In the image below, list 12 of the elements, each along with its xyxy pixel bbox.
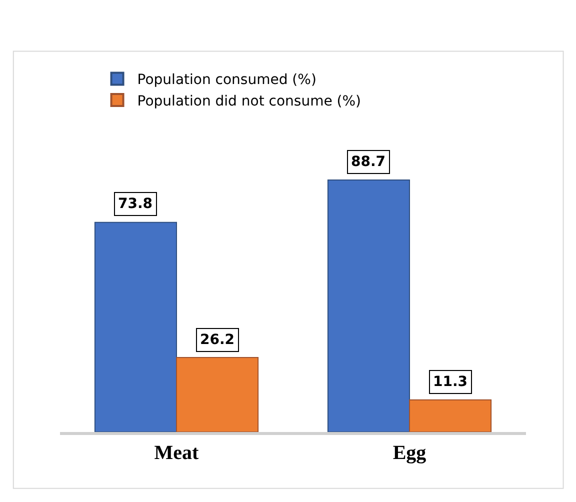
data-label: 88.7 bbox=[351, 154, 386, 170]
bar bbox=[176, 357, 259, 432]
bar bbox=[327, 180, 410, 432]
legend-label: Population consumed (%) bbox=[137, 72, 316, 88]
data-label: 73.8 bbox=[118, 196, 153, 212]
data-label: 11.3 bbox=[433, 374, 468, 390]
x-tick-label: Egg bbox=[392, 442, 426, 464]
legend-label: Population did not consume (%) bbox=[137, 93, 362, 110]
bar bbox=[409, 399, 492, 432]
x-tick-label: Meat bbox=[154, 442, 200, 464]
data-label: 26.2 bbox=[200, 332, 235, 348]
bar bbox=[94, 222, 177, 432]
